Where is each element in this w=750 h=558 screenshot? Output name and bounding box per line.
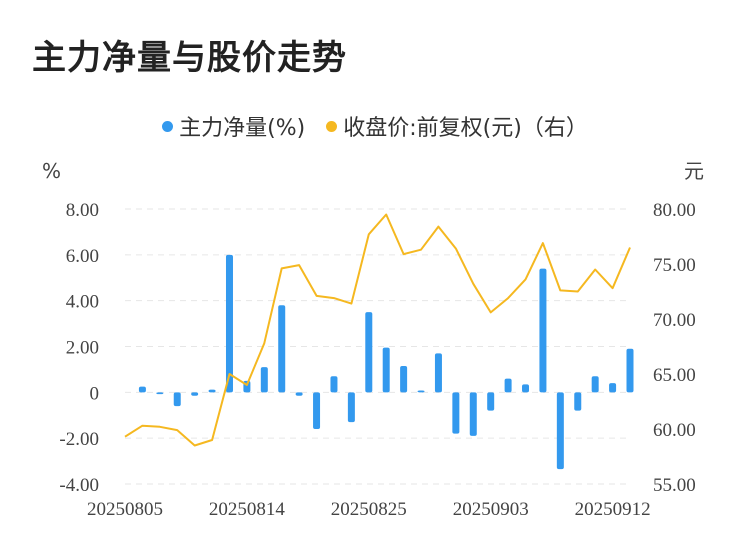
- point-close-price[interactable]: [244, 383, 249, 388]
- point-close-price[interactable]: [279, 266, 284, 271]
- point-close-price[interactable]: [140, 423, 145, 428]
- bar-net-flow[interactable]: [313, 392, 321, 429]
- bar-net-flow[interactable]: [609, 383, 617, 393]
- point-close-price[interactable]: [331, 296, 336, 301]
- point-close-price[interactable]: [540, 241, 545, 246]
- line-series: [123, 212, 633, 448]
- point-close-price[interactable]: [175, 428, 180, 433]
- point-close-price[interactable]: [453, 246, 458, 251]
- point-close-price[interactable]: [210, 438, 215, 443]
- line-close-price[interactable]: [124, 213, 631, 447]
- right-tick-label: 70.00: [653, 310, 696, 331]
- left-tick-label: -2.00: [59, 429, 99, 450]
- legend-dot-icon: [326, 120, 338, 132]
- point-close-price[interactable]: [506, 296, 511, 301]
- left-tick-label: 0: [90, 383, 100, 404]
- right-axis: 80.00 75.00 70.00 65.00 60.00 55.00: [653, 200, 696, 496]
- bar-net-flow[interactable]: [434, 353, 442, 393]
- bar-net-flow[interactable]: [556, 392, 564, 470]
- point-close-price[interactable]: [401, 252, 406, 257]
- bar-net-flow[interactable]: [626, 348, 634, 393]
- point-close-price[interactable]: [610, 286, 615, 291]
- point-close-price[interactable]: [575, 289, 580, 294]
- legend-item-net-flow[interactable]: 主力净量(%): [162, 110, 305, 142]
- right-tick-label: 80.00: [653, 200, 696, 221]
- point-close-price[interactable]: [297, 263, 302, 268]
- point-close-price[interactable]: [471, 281, 476, 286]
- bar-net-flow[interactable]: [504, 378, 512, 393]
- bar-net-flow[interactable]: [487, 392, 495, 411]
- bar-net-flow[interactable]: [208, 389, 216, 393]
- point-close-price[interactable]: [419, 247, 424, 252]
- legend-label-net-flow: 主力净量(%): [179, 116, 306, 141]
- left-axis-unit: %: [42, 159, 61, 183]
- bar-net-flow[interactable]: [330, 376, 338, 393]
- point-close-price[interactable]: [523, 277, 528, 282]
- point-close-price[interactable]: [593, 267, 598, 272]
- x-tick-label: 20250814: [209, 499, 286, 520]
- bar-net-flow[interactable]: [417, 390, 425, 393]
- left-tick-label: 8.00: [66, 200, 99, 221]
- legend-item-close-price[interactable]: 收盘价:前复权(元)（右）: [326, 110, 588, 142]
- x-tick-label: 20250903: [453, 499, 529, 520]
- bar-net-flow[interactable]: [278, 305, 286, 393]
- bar-net-flow[interactable]: [347, 392, 355, 423]
- point-close-price[interactable]: [262, 341, 267, 346]
- right-axis-unit: 元: [684, 159, 704, 183]
- right-tick-label: 75.00: [653, 255, 696, 276]
- legend-dot-icon: [162, 120, 174, 132]
- point-close-price[interactable]: [314, 293, 319, 298]
- bar-net-flow[interactable]: [591, 376, 599, 393]
- point-close-price[interactable]: [123, 434, 128, 439]
- left-tick-label: -4.00: [59, 475, 99, 496]
- point-close-price[interactable]: [366, 232, 371, 237]
- point-close-price[interactable]: [488, 310, 493, 315]
- bar-net-flow[interactable]: [469, 392, 477, 436]
- point-close-price[interactable]: [349, 301, 354, 306]
- bar-net-flow[interactable]: [539, 268, 547, 393]
- point-close-price[interactable]: [384, 212, 389, 217]
- legend-label-close-price: 收盘价:前复权(元)（右）: [343, 116, 588, 141]
- x-axis: 20250805 20250814 20250825 20250903 20250912: [87, 499, 651, 520]
- bar-net-flow[interactable]: [382, 347, 390, 393]
- point-close-price[interactable]: [436, 224, 441, 229]
- point-close-price[interactable]: [227, 372, 232, 377]
- bar-net-flow[interactable]: [138, 386, 146, 393]
- bar-net-flow[interactable]: [191, 392, 199, 396]
- bar-net-flow[interactable]: [156, 392, 164, 395]
- bar-net-flow[interactable]: [400, 365, 408, 393]
- point-close-price[interactable]: [558, 288, 563, 293]
- bar-net-flow[interactable]: [225, 254, 233, 393]
- bar-series: [138, 254, 634, 470]
- point-close-price[interactable]: [157, 424, 162, 429]
- bar-net-flow[interactable]: [574, 392, 582, 411]
- left-tick-label: 6.00: [66, 246, 99, 267]
- right-tick-label: 55.00: [653, 475, 696, 496]
- bar-net-flow[interactable]: [295, 392, 303, 396]
- right-tick-label: 65.00: [653, 365, 696, 386]
- left-axis: 8.00 6.00 4.00 2.00 0 -2.00 -4.00: [59, 200, 99, 496]
- chart-legend: 主力净量(%) 收盘价:前复权(元)（右）: [0, 110, 750, 142]
- x-tick-label: 20250825: [331, 499, 407, 520]
- right-tick-label: 60.00: [653, 420, 696, 441]
- bar-net-flow[interactable]: [173, 392, 181, 407]
- bar-net-flow[interactable]: [260, 367, 268, 393]
- bar-net-flow[interactable]: [365, 312, 373, 393]
- point-close-price[interactable]: [628, 245, 633, 250]
- left-tick-label: 4.00: [66, 292, 99, 313]
- bar-net-flow[interactable]: [522, 384, 530, 393]
- point-close-price[interactable]: [192, 443, 197, 448]
- page-title: 主力净量与股价走势: [32, 38, 347, 78]
- bar-net-flow[interactable]: [452, 392, 460, 434]
- x-tick-label: 20250912: [575, 499, 651, 520]
- left-tick-label: 2.00: [66, 338, 99, 359]
- x-tick-label: 20250805: [87, 499, 163, 520]
